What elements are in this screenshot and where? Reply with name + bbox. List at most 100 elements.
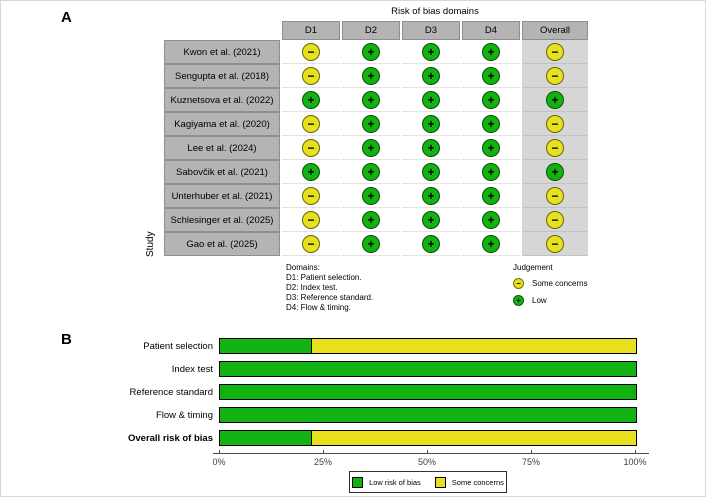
judgement-cell: − bbox=[282, 40, 340, 64]
stacked-bar bbox=[219, 407, 637, 423]
low-risk-icon: + bbox=[422, 162, 440, 181]
bar-row: Overall risk of bias bbox=[61, 430, 649, 446]
judgement-legend-label: Low bbox=[532, 296, 547, 305]
some-concerns-swatch bbox=[434, 476, 446, 488]
low-risk-icon: + bbox=[482, 186, 500, 205]
judgement-cell: + bbox=[462, 232, 520, 256]
bar-segment-some-concerns bbox=[312, 339, 636, 353]
study-name-cell: Gao et al. (2025) bbox=[164, 232, 280, 256]
bar-row: Reference standard bbox=[61, 384, 649, 400]
axis-tick bbox=[531, 450, 532, 454]
axis-tick-label: 100% bbox=[623, 457, 647, 467]
low-risk-icon: + bbox=[546, 90, 564, 109]
low-risk-icon: + bbox=[302, 162, 320, 181]
low-risk-icon: + bbox=[362, 234, 380, 253]
bar-segment-low bbox=[220, 339, 313, 353]
low-risk-icon: + bbox=[546, 162, 564, 181]
some-concerns-icon: − bbox=[513, 278, 524, 289]
axis-tick bbox=[323, 450, 324, 454]
domain-header-cell: Overall bbox=[522, 21, 588, 40]
x-axis: 0% 25% 50% 75% 100% bbox=[212, 450, 649, 467]
low-risk-icon: + bbox=[422, 42, 440, 61]
panel-a-label: A bbox=[61, 9, 72, 26]
low-risk-icon: + bbox=[362, 66, 380, 85]
some-concerns-icon: − bbox=[546, 186, 564, 205]
low-risk-icon: + bbox=[482, 210, 500, 229]
low-risk-icon: + bbox=[482, 234, 500, 253]
judgement-cell: + bbox=[462, 136, 520, 160]
some-concerns-icon: − bbox=[302, 42, 320, 61]
judgement-cell: − bbox=[522, 112, 588, 136]
judgement-cell: − bbox=[522, 64, 588, 88]
low-risk-icon: + bbox=[422, 234, 440, 253]
bar-segment-some-concerns bbox=[312, 431, 636, 445]
stacked-bar bbox=[219, 384, 637, 400]
panel-b-label: B bbox=[61, 331, 72, 348]
domain-header-cell: D4 bbox=[462, 21, 520, 40]
some-concerns-icon: − bbox=[302, 66, 320, 85]
low-risk-icon: + bbox=[422, 186, 440, 205]
judgement-legend-label: Some concerns bbox=[532, 279, 588, 288]
low-risk-icon: + bbox=[302, 90, 320, 109]
judgement-cell: + bbox=[402, 160, 460, 184]
axis-tick-label: 25% bbox=[313, 457, 332, 467]
judgement-cell: + bbox=[342, 112, 400, 136]
bar-segment-low bbox=[220, 408, 636, 422]
traffic-light-table: D1 D2 D3 D4 Overall Kwon et al. (2021) − + + + − Se… bbox=[164, 21, 588, 256]
low-risk-icon: + bbox=[482, 114, 500, 133]
judgement-cell: − bbox=[522, 184, 588, 208]
study-name-cell: Kagiyama et al. (2020) bbox=[164, 112, 280, 136]
study-name-cell: Schlesinger et al. (2025) bbox=[164, 208, 280, 232]
low-risk-icon: + bbox=[513, 295, 524, 306]
bar-segment-low bbox=[220, 385, 636, 399]
low-risk-icon: + bbox=[362, 90, 380, 109]
judgement-cell: + bbox=[342, 64, 400, 88]
table-corner bbox=[164, 21, 280, 40]
low-risk-icon: + bbox=[482, 42, 500, 61]
low-risk-icon: + bbox=[362, 162, 380, 181]
bar-category-label: Flow & timing bbox=[155, 409, 213, 421]
judgement-legend: Judgement − Some concerns + Low bbox=[513, 263, 588, 306]
judgement-cell: + bbox=[402, 184, 460, 208]
judgement-cell: + bbox=[462, 160, 520, 184]
some-concerns-icon: − bbox=[546, 114, 564, 133]
study-axis-label: Study bbox=[145, 231, 156, 257]
judgement-cell: + bbox=[342, 208, 400, 232]
bar-segment-low bbox=[220, 431, 313, 445]
judgement-cell: + bbox=[462, 64, 520, 88]
some-concerns-icon: − bbox=[302, 186, 320, 205]
domains-footnote-title: Domains: bbox=[286, 263, 320, 272]
some-concerns-icon: − bbox=[302, 114, 320, 133]
axis-tick-label: 50% bbox=[417, 457, 436, 467]
judgement-cell: − bbox=[282, 208, 340, 232]
judgement-cell: + bbox=[522, 88, 588, 112]
axis-tick bbox=[635, 450, 636, 454]
judgement-cell: + bbox=[402, 40, 460, 64]
judgement-cell: + bbox=[462, 184, 520, 208]
judgement-cell: + bbox=[342, 232, 400, 256]
low-risk-icon: + bbox=[422, 210, 440, 229]
axis-tick-label: 75% bbox=[521, 457, 540, 467]
legend-label: Some concerns bbox=[451, 477, 504, 487]
judgement-cell: + bbox=[522, 160, 588, 184]
judgement-cell: − bbox=[522, 208, 588, 232]
judgement-cell: + bbox=[402, 208, 460, 232]
judgement-cell: − bbox=[522, 232, 588, 256]
study-name-cell: Kwon et al. (2021) bbox=[164, 40, 280, 64]
judgement-cell: + bbox=[402, 88, 460, 112]
judgement-cell: + bbox=[462, 40, 520, 64]
low-risk-icon: + bbox=[482, 162, 500, 181]
some-concerns-icon: − bbox=[546, 42, 564, 61]
low-risk-icon: + bbox=[362, 138, 380, 157]
judgement-cell: + bbox=[462, 112, 520, 136]
judgement-cell: + bbox=[342, 40, 400, 64]
low-risk-icon: + bbox=[362, 42, 380, 61]
some-concerns-icon: − bbox=[546, 210, 564, 229]
low-risk-icon: + bbox=[422, 66, 440, 85]
low-risk-icon: + bbox=[422, 90, 440, 109]
some-concerns-icon: − bbox=[546, 138, 564, 157]
domains-footnote: Domains: D1: Patient selection. D2: Index… bbox=[286, 263, 373, 313]
judgement-cell: + bbox=[402, 112, 460, 136]
stacked-bar bbox=[219, 430, 637, 446]
